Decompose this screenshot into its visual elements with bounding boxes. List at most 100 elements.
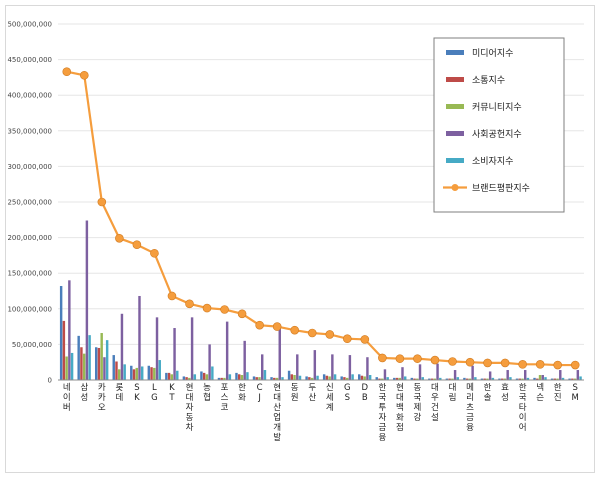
bar xyxy=(62,320,66,380)
bar xyxy=(165,372,168,380)
line-point xyxy=(570,360,580,370)
legend-swatch-marker xyxy=(451,184,459,191)
bar xyxy=(506,370,509,380)
bar xyxy=(117,369,121,380)
line-point xyxy=(97,197,107,207)
legend-label: 커뮤니티지수 xyxy=(472,102,522,113)
bar xyxy=(368,375,372,380)
line-point xyxy=(132,240,142,250)
brand-reputation-chart: 0 50,000,000 100,000,000 150,000,000 200,000… xyxy=(7,21,584,443)
bar xyxy=(167,372,171,380)
line-point xyxy=(307,328,317,338)
bar xyxy=(375,377,378,380)
y-tick-label: 400,000,000 xyxy=(7,92,52,100)
bar xyxy=(418,364,422,380)
bar xyxy=(135,367,138,380)
bar xyxy=(571,378,574,380)
bar xyxy=(524,370,527,380)
bar xyxy=(536,378,539,380)
bar xyxy=(173,328,176,380)
bar xyxy=(130,365,133,380)
bar xyxy=(360,375,364,380)
y-tick-label: 200,000,000 xyxy=(7,234,52,242)
bar xyxy=(322,374,326,380)
bar xyxy=(395,377,399,380)
line-point xyxy=(255,320,264,330)
bar xyxy=(85,220,89,380)
bar xyxy=(188,377,191,380)
y-tick-label: 500,000,000 xyxy=(7,21,52,29)
bar xyxy=(430,378,434,380)
y-tick-label: 100,000,000 xyxy=(7,305,52,313)
bar xyxy=(305,376,308,380)
bar xyxy=(182,376,186,380)
bar xyxy=(544,377,547,380)
bar xyxy=(263,370,267,380)
bar xyxy=(357,374,361,380)
line-point xyxy=(553,360,563,370)
bar xyxy=(410,377,414,380)
bar xyxy=(80,347,83,380)
bar xyxy=(155,317,159,380)
bar xyxy=(141,366,144,380)
bar xyxy=(316,375,319,380)
bar xyxy=(290,374,294,380)
bar xyxy=(378,378,381,380)
legend-label: 소비자지수 xyxy=(472,156,513,167)
bar xyxy=(202,372,206,380)
bar xyxy=(445,378,449,380)
bar xyxy=(77,335,80,380)
bar xyxy=(465,378,469,380)
bar xyxy=(345,377,349,380)
bar xyxy=(401,367,404,380)
bar xyxy=(468,378,472,380)
bar xyxy=(383,369,387,380)
bar xyxy=(298,375,302,380)
line-point xyxy=(342,334,352,344)
bar xyxy=(258,377,261,380)
line-point xyxy=(465,357,475,367)
bar xyxy=(147,365,151,380)
bar xyxy=(293,375,296,380)
bar xyxy=(568,378,571,380)
bar xyxy=(185,377,188,380)
bar xyxy=(515,378,519,380)
line-point xyxy=(325,330,335,339)
line-point xyxy=(290,325,300,335)
bar xyxy=(436,363,439,380)
line-point xyxy=(378,353,387,363)
legend-label: 소통지수 xyxy=(472,75,505,86)
bar xyxy=(325,375,329,380)
bar xyxy=(386,377,389,380)
bar xyxy=(275,377,279,380)
bar xyxy=(246,372,249,380)
bar xyxy=(308,377,311,380)
line-series xyxy=(62,67,580,370)
legend-swatch xyxy=(446,104,464,109)
gridlines xyxy=(58,23,584,345)
y-tick-label: 150,000,000 xyxy=(7,270,52,278)
legend-box xyxy=(433,37,565,213)
bar xyxy=(483,378,486,380)
bar xyxy=(541,375,544,380)
bar xyxy=(205,374,209,380)
category-labels: 네 이 버 삼 성 카 카 오 롯 데 S K L G K T 현 대 자 동 차 농 협 포 스 코 한 화 C J 현 대 산 업 개 발 동 원 두 산… xyxy=(63,382,579,443)
bar xyxy=(553,378,557,380)
bar xyxy=(105,340,109,380)
line-point xyxy=(167,291,177,301)
y-tick-label: 0 xyxy=(48,377,52,385)
bar xyxy=(533,377,536,380)
bar xyxy=(115,361,118,380)
bar xyxy=(573,378,577,380)
line-point xyxy=(62,67,72,77)
